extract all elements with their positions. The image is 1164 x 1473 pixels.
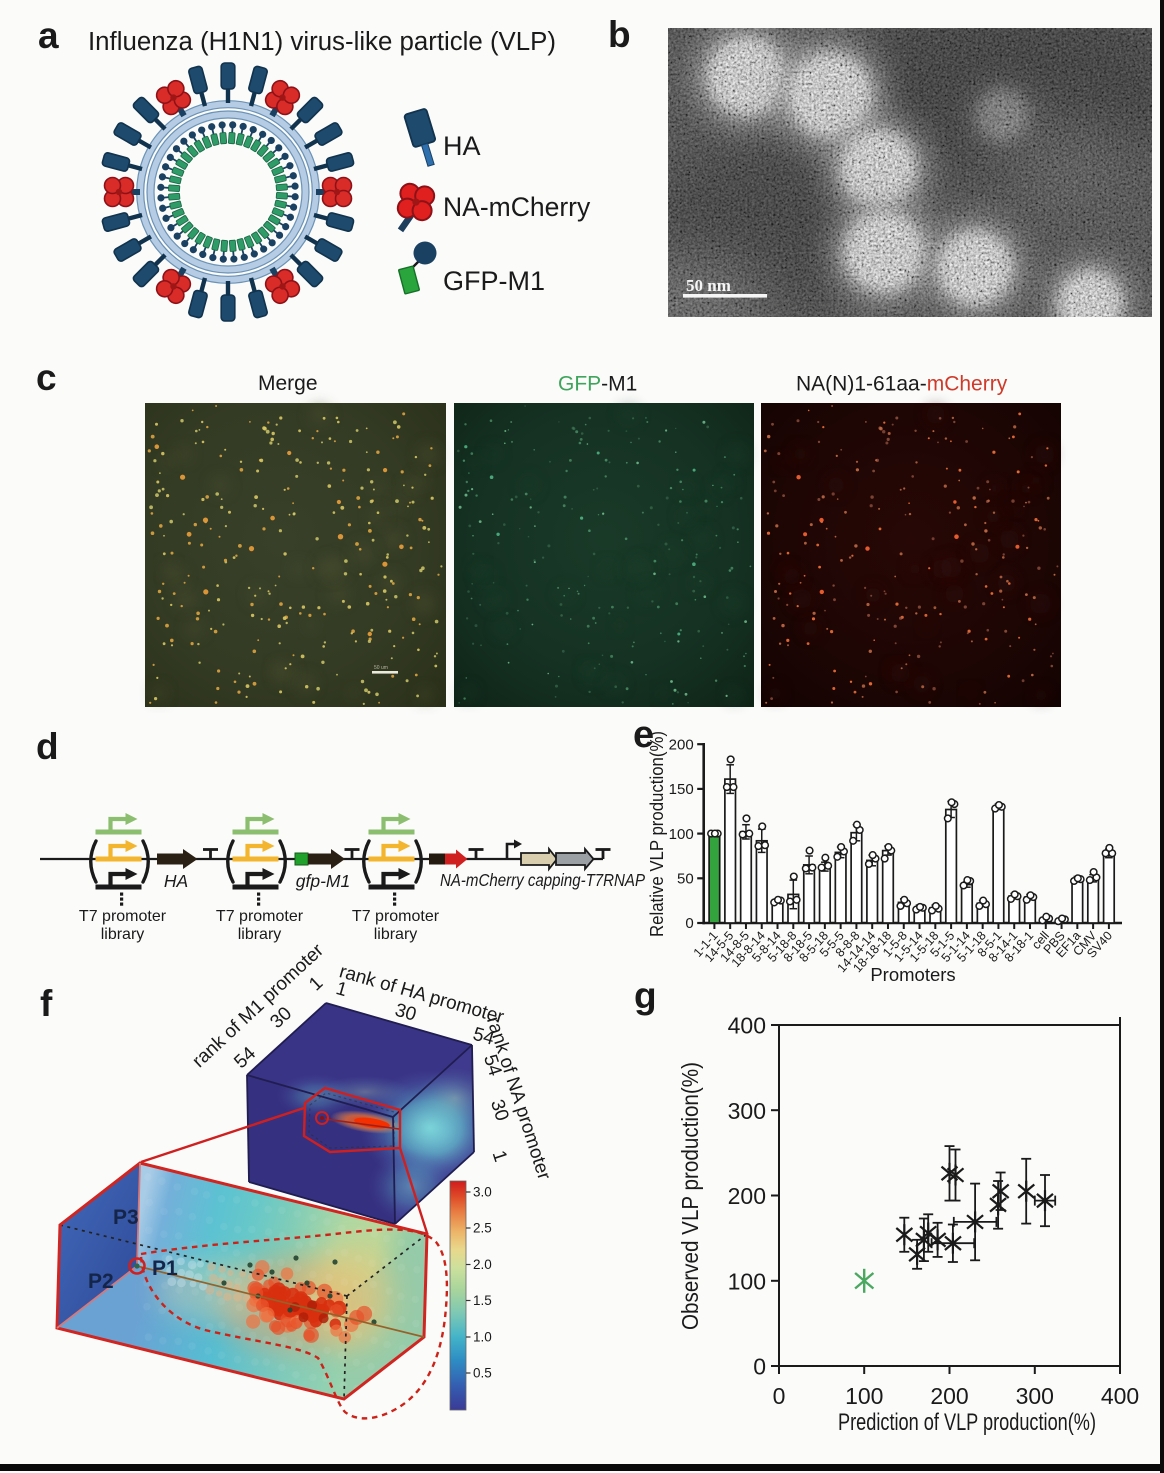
- svg-text:1.0: 1.0: [473, 1330, 492, 1345]
- svg-text:0.5: 0.5: [473, 1366, 492, 1381]
- svg-text:100: 100: [728, 1268, 766, 1294]
- svg-text:300: 300: [728, 1098, 766, 1124]
- svg-text:100: 100: [669, 826, 694, 843]
- svg-text:200: 200: [728, 1183, 766, 1209]
- svg-text:50 nm: 50 nm: [686, 276, 731, 295]
- svg-text:Prediction of VLP production(%: Prediction of VLP production(%): [838, 1409, 1096, 1436]
- svg-text:400: 400: [1101, 1383, 1139, 1409]
- svg-text:b: b: [608, 14, 631, 55]
- svg-text:NA(N)1-61aa-mCherry: NA(N)1-61aa-mCherry: [796, 373, 1008, 396]
- svg-text:1: 1: [305, 973, 327, 996]
- svg-text:Observed VLP production(%): Observed VLP production(%): [677, 1062, 703, 1330]
- svg-text:1: 1: [488, 1148, 511, 1165]
- svg-text:P2: P2: [88, 1270, 114, 1293]
- svg-text:1.5: 1.5: [473, 1293, 492, 1308]
- svg-text:HA: HA: [443, 131, 481, 161]
- svg-text:GFP-M1: GFP-M1: [443, 266, 545, 296]
- svg-text:Relative VLP production(%): Relative VLP production(%): [646, 731, 667, 937]
- svg-text:P3: P3: [113, 1206, 139, 1229]
- svg-text:50: 50: [677, 871, 694, 888]
- svg-text:0: 0: [685, 915, 693, 932]
- svg-text:f: f: [40, 983, 53, 1024]
- svg-text:150: 150: [669, 781, 694, 798]
- svg-text:NA-mCherry: NA-mCherry: [443, 192, 591, 222]
- svg-text:e: e: [633, 714, 654, 756]
- svg-text:HA: HA: [164, 871, 188, 891]
- svg-text:2.5: 2.5: [473, 1221, 492, 1236]
- svg-text:200: 200: [669, 736, 694, 753]
- svg-text:T7 promoter: T7 promoter: [352, 908, 440, 925]
- svg-text:library: library: [238, 926, 282, 943]
- svg-text:T7 promoter: T7 promoter: [216, 908, 304, 925]
- svg-text:d: d: [36, 726, 59, 767]
- svg-text:0: 0: [773, 1383, 786, 1409]
- svg-text:gfp-M1: gfp-M1: [296, 871, 350, 891]
- svg-text:3.0: 3.0: [473, 1185, 492, 1200]
- svg-text:NA-mCherry capping-T7RNAP: NA-mCherry capping-T7RNAP: [440, 870, 645, 890]
- svg-text:2.0: 2.0: [473, 1257, 492, 1272]
- svg-text:c: c: [36, 357, 57, 398]
- svg-text:200: 200: [930, 1383, 968, 1409]
- svg-text:30: 30: [392, 1000, 418, 1026]
- svg-text:a: a: [38, 15, 59, 56]
- svg-text:Influenza (H1N1) virus-like pa: Influenza (H1N1) virus-like particle (VL…: [88, 28, 556, 56]
- svg-text:Merge: Merge: [258, 372, 318, 395]
- svg-text:400: 400: [728, 1013, 766, 1039]
- svg-text:0: 0: [753, 1354, 766, 1380]
- svg-text:library: library: [101, 926, 145, 943]
- svg-text:300: 300: [1016, 1383, 1054, 1409]
- svg-text:library: library: [374, 926, 418, 943]
- svg-text:g: g: [634, 975, 657, 1016]
- svg-text:GFP-M1: GFP-M1: [558, 373, 637, 396]
- svg-text:P1: P1: [152, 1257, 178, 1280]
- svg-text:50 um: 50 um: [374, 665, 388, 671]
- svg-text:T7 promoter: T7 promoter: [79, 908, 167, 925]
- svg-text:1: 1: [334, 978, 350, 1001]
- svg-text:100: 100: [845, 1383, 883, 1409]
- svg-text:Promoters: Promoters: [870, 964, 955, 985]
